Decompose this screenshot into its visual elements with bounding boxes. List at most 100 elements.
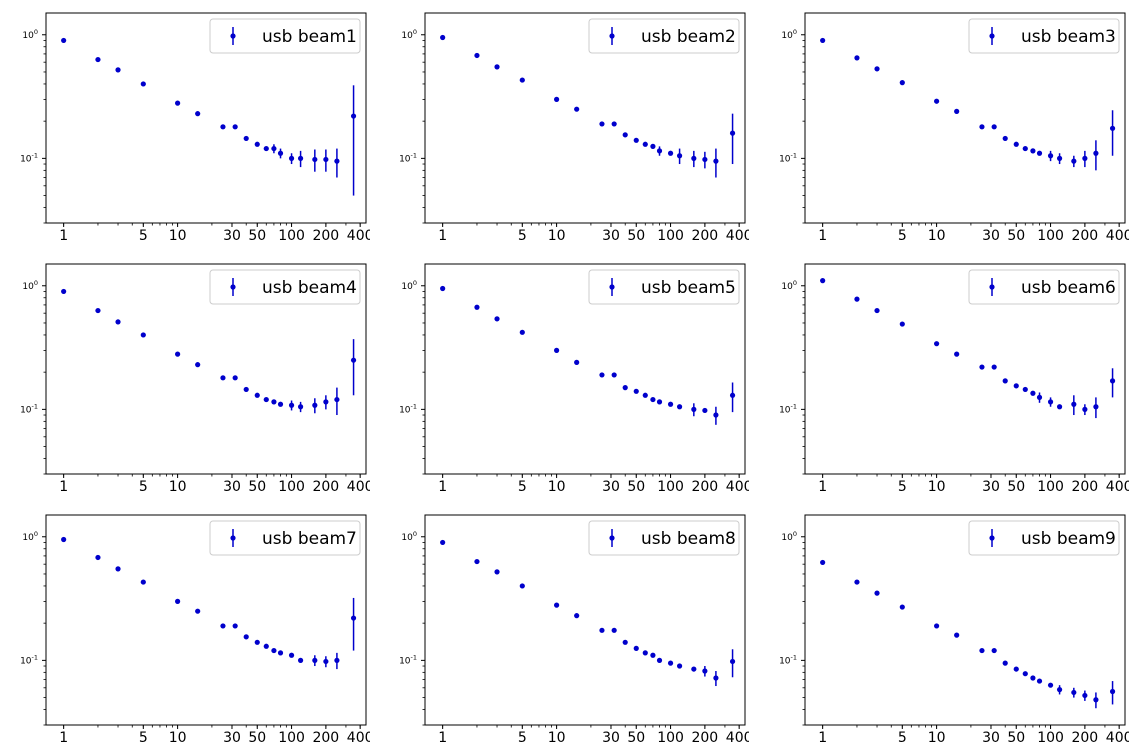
legend-box: [588, 18, 740, 54]
x-tick-label: 30: [982, 228, 1000, 244]
chart-panel-9: 1 5 10 30 50 100 200 400 100 10-1 usb beam9: [779, 514, 1129, 746]
data-point: [622, 385, 628, 391]
x-tick-label: 400: [726, 479, 749, 495]
data-point: [574, 106, 580, 112]
data-point: [1013, 666, 1019, 672]
x-tick-label: 30: [223, 228, 241, 244]
data-point: [676, 153, 683, 159]
chart-panel-8: 1 5 10 30 50 100 200 400 100 10-1 usb beam8: [399, 514, 749, 746]
x-tick-label: 100: [1037, 730, 1064, 746]
y-tick-label: 10-1: [20, 151, 38, 164]
data-point: [979, 124, 985, 130]
data-point: [195, 608, 201, 614]
x-tick-label: 100: [278, 479, 305, 495]
x-tick-label: 100: [657, 228, 684, 244]
x-tick-label: 10: [169, 479, 187, 495]
data-point: [622, 132, 628, 138]
data-point: [934, 623, 940, 629]
chart-panel-5: 1 5 10 30 50 100 200 400 100 10-1 usb beam5: [399, 263, 749, 495]
chart-panel-7: 1 5 10 30 50 100 200 400 100 10-1 usb beam7: [20, 514, 370, 746]
data-point: [1036, 394, 1043, 400]
data-point: [195, 362, 201, 368]
data-point: [312, 657, 318, 663]
data-point: [854, 55, 860, 61]
legend: usb beam8: [588, 520, 740, 556]
legend: usb beam6: [968, 269, 1120, 305]
data-point: [650, 396, 656, 403]
data-point: [1022, 386, 1028, 393]
data-point: [874, 66, 880, 72]
chart-panel-6: 1 5 10 30 50 100 200 400 100 10-1 usb beam6: [779, 263, 1129, 495]
data-point: [350, 113, 357, 119]
data-point: [440, 285, 446, 292]
data-point: [991, 364, 997, 370]
x-tick-label: 50: [1007, 730, 1025, 746]
data-point: [140, 81, 146, 87]
chart-panel-3: 1 5 10 30 50 100 200 400 100 10-1 usb beam3: [779, 12, 1129, 244]
data-point: [667, 150, 674, 156]
axes-frame: [45, 514, 367, 726]
data-point: [1030, 148, 1036, 154]
data-point: [554, 96, 560, 102]
legend-marker: [609, 535, 615, 541]
data-point: [611, 372, 617, 378]
x-tick-label: 200: [312, 228, 339, 244]
data-point: [1082, 406, 1088, 412]
x-tick-label: 1: [438, 730, 447, 746]
axes-frame: [804, 514, 1126, 726]
x-tick-label: 100: [278, 228, 305, 244]
x-tick-label: 200: [691, 479, 718, 495]
x-tick-label: 30: [982, 479, 1000, 495]
data-point: [622, 639, 628, 645]
x-tick-label: 1: [438, 479, 447, 495]
data-point: [599, 627, 605, 633]
data-point: [288, 652, 295, 658]
x-tick-label: 50: [1007, 228, 1025, 244]
axes-frame: [424, 12, 746, 224]
data-point: [1047, 399, 1054, 405]
y-tick-label: 100: [401, 279, 417, 292]
y-tick-label: 10-1: [779, 653, 797, 666]
data-point: [312, 402, 318, 408]
x-tick-label: 50: [248, 479, 266, 495]
x-tick-label: 10: [548, 228, 566, 244]
y-tick-label: 100: [22, 530, 38, 543]
legend: usb beam2: [588, 18, 740, 54]
x-tick-label: 10: [169, 730, 187, 746]
data-point: [729, 658, 736, 665]
data-point: [899, 604, 905, 610]
x-tick-label: 200: [1071, 479, 1098, 495]
data-point: [1109, 688, 1116, 695]
data-point: [263, 145, 269, 152]
x-tick-label: 30: [223, 479, 241, 495]
legend-marker: [230, 284, 236, 290]
data-point: [1109, 378, 1116, 384]
legend-marker: [989, 284, 995, 290]
y-tick-label: 100: [781, 28, 797, 41]
legend: usb beam5: [588, 269, 740, 305]
data-point: [1036, 678, 1043, 684]
data-point: [1082, 155, 1088, 161]
data-point: [323, 658, 329, 665]
data-point: [334, 657, 340, 663]
data-point: [954, 108, 960, 114]
data-point: [1082, 692, 1088, 699]
data-point: [599, 121, 605, 127]
data-point: [820, 278, 826, 284]
data-point: [633, 137, 639, 143]
data-point: [277, 650, 284, 656]
y-tick-label: 10-1: [20, 402, 38, 415]
data-point: [61, 288, 67, 295]
x-tick-label: 10: [548, 479, 566, 495]
x-tick-label: 1: [818, 479, 827, 495]
data-point: [691, 406, 697, 412]
x-tick-label: 100: [1037, 228, 1064, 244]
chart-panel-4: 1 5 10 30 50 100 200 400 100 10-1 usb beam4: [20, 263, 370, 495]
legend-label: usb beam3: [1021, 27, 1116, 47]
x-tick-label: 200: [1071, 730, 1098, 746]
data-point: [232, 375, 238, 381]
data-point: [1109, 125, 1116, 131]
x-tick-label: 50: [248, 730, 266, 746]
data-point: [140, 579, 146, 585]
x-tick-label: 100: [657, 479, 684, 495]
